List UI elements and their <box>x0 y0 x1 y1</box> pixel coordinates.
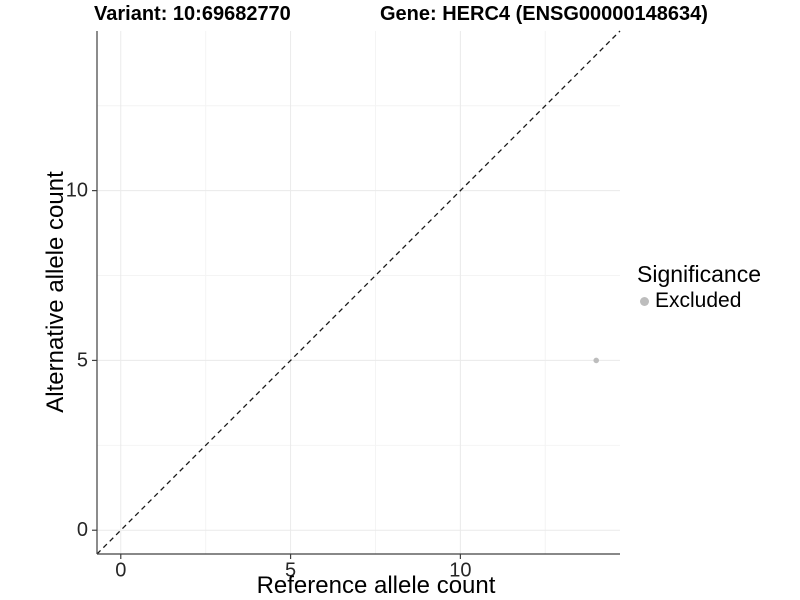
x-tick-label: 5 <box>285 560 296 582</box>
legend: Significance Excluded <box>637 261 761 313</box>
identity-dashed-line <box>96 30 621 555</box>
legend-title: Significance <box>637 261 762 287</box>
y-tick-label: 10 <box>66 180 88 202</box>
x-axis-title: Reference allele count <box>256 572 496 599</box>
legend-item-label: Excluded <box>655 289 742 312</box>
x-tick-label: 10 <box>449 560 471 582</box>
gene-title: Gene: HERC4 (ENSG00000148634) <box>380 3 708 25</box>
y-tick-label: 0 <box>77 519 88 541</box>
y-tick-label: 5 <box>77 349 88 371</box>
variant-title: Variant: 10:69682770 <box>94 3 291 25</box>
legend-key-dot-icon <box>640 296 649 306</box>
x-tick-label: 0 <box>115 560 126 582</box>
y-axis-title: Alternative allele count <box>42 171 69 413</box>
data-point <box>593 357 600 364</box>
legend-item: Excluded <box>637 289 761 313</box>
